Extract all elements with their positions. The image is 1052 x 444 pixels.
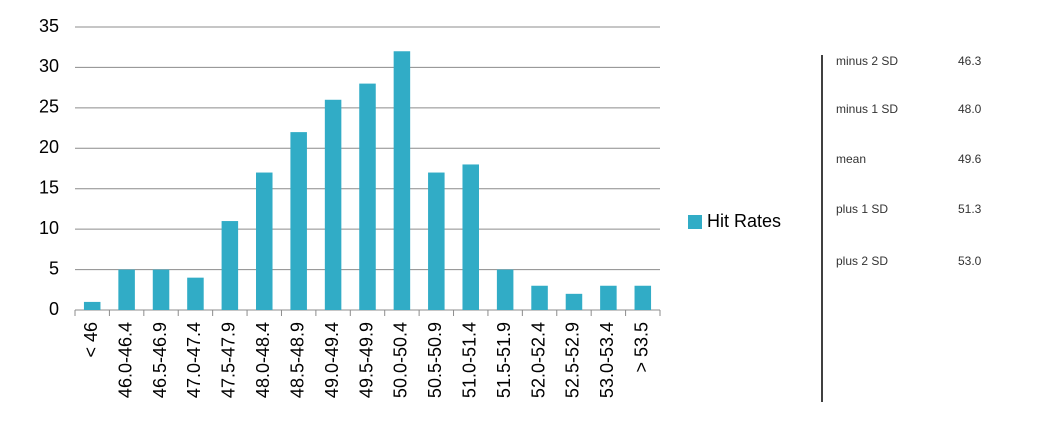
x-tick-label: 48.0-48.4	[253, 322, 273, 398]
legend-label: Hit Rates	[707, 211, 781, 231]
bar	[462, 164, 479, 310]
x-tick-label: 53.0-53.4	[597, 322, 617, 398]
table-label: plus 1 SD	[836, 202, 888, 216]
x-tick-label: < 46	[81, 322, 101, 358]
bar	[359, 83, 376, 310]
x-tick-label: 51.5-51.9	[494, 322, 514, 398]
bar	[118, 269, 135, 310]
bar	[565, 293, 583, 310]
y-tick-label: 0	[49, 299, 59, 319]
bar	[324, 99, 342, 311]
bar	[393, 51, 411, 310]
x-tick-label: 48.5-48.9	[287, 322, 307, 398]
bar	[187, 277, 204, 310]
y-tick-label: 20	[39, 137, 59, 157]
table-value: 46.3	[958, 54, 982, 68]
bar	[152, 269, 170, 310]
y-tick-label: 15	[39, 177, 59, 197]
x-tick-label: 46.5-46.9	[150, 322, 170, 398]
y-tick-label: 5	[49, 258, 59, 278]
bar	[496, 269, 514, 310]
y-tick-label: 35	[39, 16, 59, 36]
x-tick-label: 50.0-50.4	[391, 322, 411, 398]
table-label: mean	[836, 152, 866, 166]
bar	[256, 172, 273, 310]
bar	[531, 285, 548, 310]
table-label: minus 1 SD	[836, 102, 898, 116]
x-tick-label: 52.0-52.4	[528, 322, 548, 398]
x-tick-label: 49.5-49.9	[356, 322, 376, 398]
bar	[428, 172, 445, 310]
x-tick-label: 50.5-50.9	[425, 322, 445, 398]
y-tick-label: 10	[39, 218, 59, 238]
x-tick-label: 51.0-51.4	[459, 322, 479, 398]
table-value: 49.6	[958, 152, 982, 166]
bar	[600, 285, 617, 310]
x-tick-label: 47.5-47.9	[219, 322, 239, 398]
table-value: 48.0	[958, 102, 982, 116]
table-label: minus 2 SD	[836, 54, 898, 68]
table-value: 51.3	[958, 202, 982, 216]
legend-swatch	[688, 215, 702, 229]
x-tick-label: 46.0-46.4	[115, 322, 135, 398]
bar	[221, 221, 239, 310]
x-tick-label: 49.0-49.4	[322, 322, 342, 398]
x-tick-label: 52.5-52.9	[563, 322, 583, 398]
y-tick-label: 25	[39, 97, 59, 117]
x-tick-label: 47.0-47.4	[184, 322, 204, 398]
bar	[634, 285, 652, 310]
bar	[290, 132, 307, 310]
table-label: plus 2 SD	[836, 254, 888, 268]
x-tick-label: > 53.5	[632, 322, 652, 373]
bar	[83, 301, 101, 310]
table-value: 53.0	[958, 254, 982, 268]
y-tick-label: 30	[39, 56, 59, 76]
